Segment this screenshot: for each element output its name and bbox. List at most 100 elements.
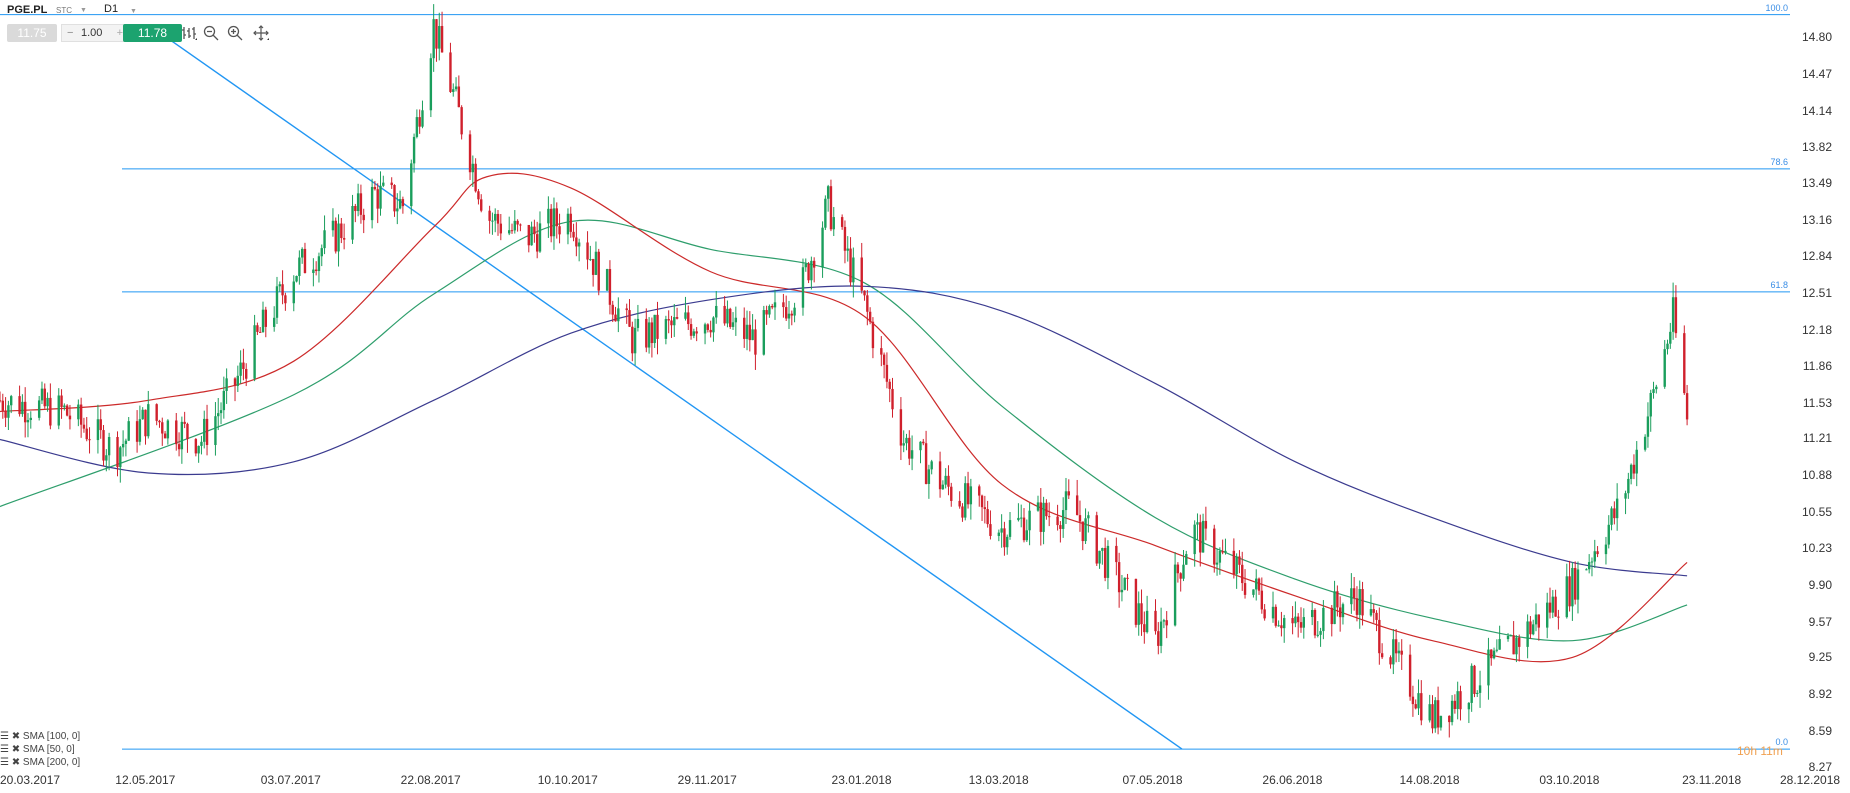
candle-down: [1336, 591, 1339, 608]
symbol-label[interactable]: PGE.PL: [7, 4, 48, 16]
candle-down: [754, 329, 757, 355]
candle-up: [454, 86, 458, 90]
candle-down: [477, 191, 480, 200]
candle-down: [449, 52, 452, 92]
quantity-value[interactable]: 1.00: [81, 27, 103, 39]
crosshair-icon[interactable]: [253, 25, 269, 41]
chevron-down-icon[interactable]: ▼: [130, 8, 137, 15]
candle-up: [684, 312, 687, 319]
candle-up: [1428, 704, 1431, 721]
candle-down: [401, 199, 405, 207]
x-tick-label: 29.11.2017: [677, 773, 737, 787]
y-tick-label: 10.88: [1801, 468, 1832, 483]
candle-down: [1081, 521, 1084, 542]
candle-down: [1613, 508, 1616, 519]
candle-down: [880, 348, 883, 355]
x-tick-label: 14.08.2018: [1399, 773, 1460, 787]
candle-up: [121, 443, 125, 448]
y-tick-label: 12.18: [1801, 322, 1832, 337]
chart-type-icon[interactable]: [181, 25, 197, 41]
candle-down: [631, 326, 634, 354]
candle-up: [77, 404, 80, 420]
candle-down: [591, 259, 595, 275]
candle-down: [784, 307, 788, 319]
candle-up: [941, 484, 945, 490]
candle-down: [1490, 649, 1493, 659]
candle-down: [555, 208, 558, 227]
candle-up: [351, 206, 354, 240]
candle-up: [1000, 528, 1003, 533]
increase-button[interactable]: +: [116, 27, 123, 39]
candle-up: [1671, 297, 1675, 332]
candle-up: [331, 220, 335, 231]
candle-up: [1173, 564, 1177, 626]
candle-up: [1087, 515, 1090, 519]
candle-down: [938, 461, 942, 490]
candle-down: [961, 506, 964, 518]
candle-down: [924, 443, 928, 484]
candle-down: [1213, 528, 1216, 565]
candle-up: [1604, 544, 1608, 555]
sell-button[interactable]: 11.75: [7, 24, 57, 42]
zoom-out-icon[interactable]: [203, 25, 219, 41]
candle-up: [1663, 349, 1666, 387]
candle-up: [1042, 502, 1045, 532]
legend-sma50[interactable]: ☰ ✖ SMA [50, 0]: [0, 743, 80, 756]
candle-down: [1529, 621, 1532, 635]
candle-up: [1201, 520, 1205, 553]
candle-up: [513, 220, 517, 231]
decrease-button[interactable]: −: [67, 27, 74, 39]
candle-down: [334, 220, 337, 252]
candle-up: [712, 317, 715, 333]
candle-down: [373, 186, 377, 190]
candle-down: [849, 248, 852, 283]
candle-down: [144, 409, 147, 437]
candle-up: [197, 445, 200, 454]
candle-up: [715, 305, 718, 318]
candle-up: [1310, 609, 1314, 618]
candle-down: [60, 395, 63, 407]
candle-down: [670, 320, 673, 326]
candle-down: [340, 223, 343, 239]
candle-up: [415, 117, 419, 137]
chevron-down-icon[interactable]: ▼: [80, 7, 87, 14]
candle-up: [1492, 650, 1496, 659]
candle-up: [1532, 624, 1535, 635]
candle-up: [1193, 524, 1196, 555]
candle-down: [88, 439, 91, 441]
fib-level-label: 78.6: [1770, 156, 1788, 167]
candle-up: [29, 417, 32, 421]
candle-up: [1215, 562, 1219, 565]
candle-down: [1078, 515, 1082, 522]
candle-down: [457, 86, 461, 108]
candle-up: [26, 420, 30, 423]
candle-up: [180, 421, 184, 450]
x-tick-label: 23.01.2018: [831, 773, 892, 787]
candle-down: [1140, 603, 1143, 625]
candle-down: [947, 475, 950, 487]
candle-up: [1020, 517, 1023, 519]
legend-sma200[interactable]: ☰ ✖ SMA [200, 0]: [0, 756, 80, 769]
candle-up: [1450, 700, 1454, 723]
candle-down: [510, 230, 514, 232]
candle-down: [1518, 637, 1521, 647]
candle-up: [1025, 530, 1029, 541]
candle-down: [1473, 665, 1476, 694]
candle-up: [200, 441, 203, 446]
candle-down: [359, 193, 363, 215]
candle-down: [978, 486, 981, 496]
candle-down: [667, 319, 670, 321]
candle-up: [379, 185, 382, 209]
candle-up: [594, 251, 598, 275]
fib-level-label: 61.8: [1770, 279, 1788, 290]
quantity-stepper[interactable]: − 1.00 +: [61, 24, 129, 42]
candle-up: [1576, 569, 1580, 600]
candle-down: [1204, 520, 1208, 529]
y-tick-label: 13.82: [1801, 139, 1832, 154]
legend-sma100[interactable]: ☰ ✖ SMA [100, 0]: [0, 730, 80, 743]
zoom-in-icon[interactable]: [227, 25, 243, 41]
candle-down: [1389, 657, 1392, 665]
timeframe-label[interactable]: D1: [104, 3, 119, 15]
buy-button[interactable]: 11.78: [123, 24, 182, 42]
